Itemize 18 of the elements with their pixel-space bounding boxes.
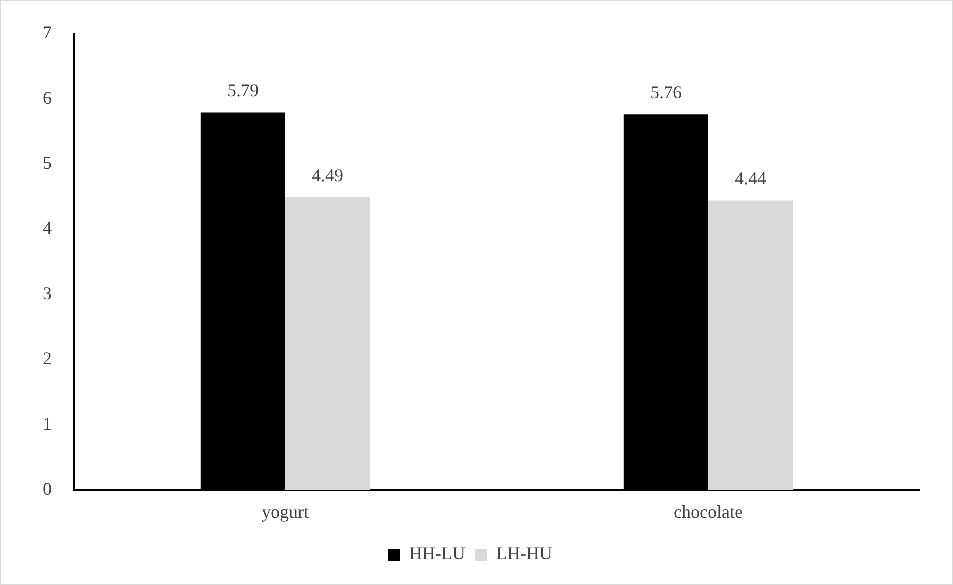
- x-tick-label: yogurt: [262, 502, 309, 522]
- data-label: 5.79: [227, 80, 259, 100]
- data-label: 5.76: [650, 82, 682, 102]
- legend-label: HH-LU: [410, 544, 466, 564]
- y-tick-label: 6: [43, 88, 52, 108]
- bar: [708, 200, 794, 490]
- x-tick-label: chocolate: [674, 502, 743, 522]
- y-tick-label: 7: [43, 22, 52, 43]
- y-tick-label: 2: [43, 348, 52, 369]
- legend-label: LH-HU: [496, 544, 552, 564]
- y-tick-label: 4: [43, 218, 52, 238]
- y-tick-label: 5: [43, 152, 52, 173]
- y-tick-label: 3: [43, 283, 52, 304]
- data-label: 4.44: [735, 168, 767, 189]
- bar: [286, 198, 370, 490]
- data-label: 4.49: [312, 165, 344, 186]
- y-tick-label: 1: [43, 414, 52, 434]
- y-tick-label: 0: [43, 479, 52, 500]
